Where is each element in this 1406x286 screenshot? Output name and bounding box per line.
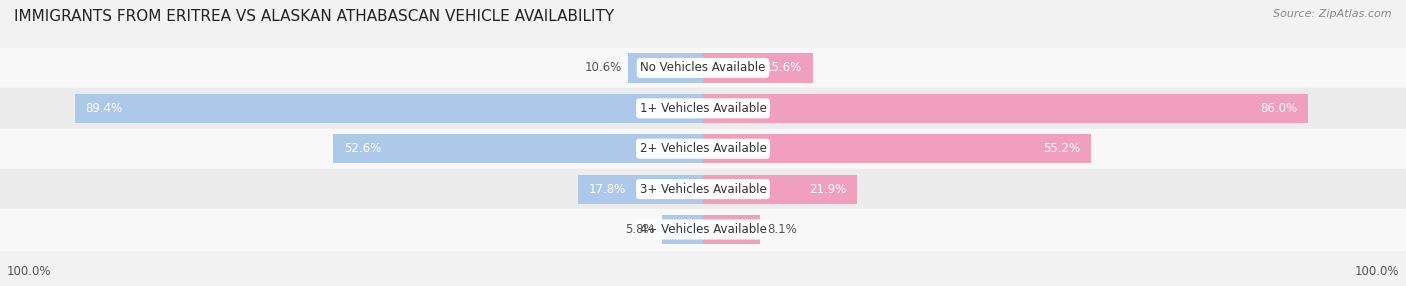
Text: 1+ Vehicles Available: 1+ Vehicles Available (640, 102, 766, 115)
Text: 2+ Vehicles Available: 2+ Vehicles Available (640, 142, 766, 155)
Bar (662, 215, 703, 244)
Text: 17.8%: 17.8% (588, 182, 626, 196)
Bar (0, 128, 1406, 169)
Text: 15.6%: 15.6% (765, 61, 801, 74)
Bar (703, 94, 1308, 123)
Text: No Vehicles Available: No Vehicles Available (640, 61, 766, 74)
Bar (628, 53, 703, 82)
Text: 10.6%: 10.6% (585, 61, 621, 74)
Bar (0, 48, 1406, 88)
Text: Source: ZipAtlas.com: Source: ZipAtlas.com (1274, 9, 1392, 19)
Bar (0, 209, 1406, 250)
Text: 100.0%: 100.0% (1354, 265, 1399, 278)
Text: 86.0%: 86.0% (1260, 102, 1296, 115)
Text: 21.9%: 21.9% (808, 182, 846, 196)
Text: 5.8%: 5.8% (626, 223, 655, 236)
Bar (75, 94, 703, 123)
Bar (703, 134, 1091, 163)
Bar (703, 53, 813, 82)
Text: 4+ Vehicles Available: 4+ Vehicles Available (640, 223, 766, 236)
Text: 89.4%: 89.4% (84, 102, 122, 115)
Bar (578, 174, 703, 204)
Bar (0, 169, 1406, 209)
Bar (0, 88, 1406, 128)
Text: 100.0%: 100.0% (7, 265, 52, 278)
Text: 52.6%: 52.6% (343, 142, 381, 155)
Bar (333, 134, 703, 163)
Text: IMMIGRANTS FROM ERITREA VS ALASKAN ATHABASCAN VEHICLE AVAILABILITY: IMMIGRANTS FROM ERITREA VS ALASKAN ATHAB… (14, 9, 614, 23)
Bar (703, 174, 858, 204)
Text: 8.1%: 8.1% (768, 223, 797, 236)
Bar (703, 215, 759, 244)
Text: 55.2%: 55.2% (1043, 142, 1080, 155)
Text: 3+ Vehicles Available: 3+ Vehicles Available (640, 182, 766, 196)
